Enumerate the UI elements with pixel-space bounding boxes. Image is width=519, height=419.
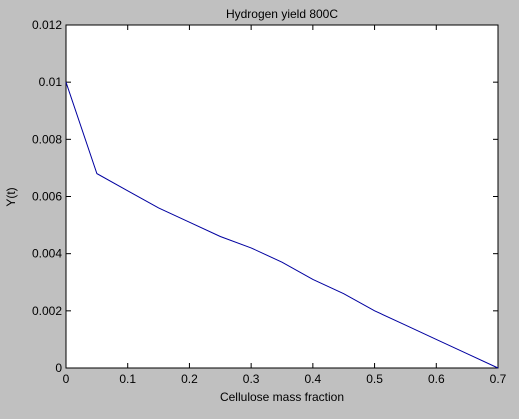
x-tick-label: 0.2: [181, 372, 198, 386]
x-axis-label: Cellulose mass fraction: [220, 390, 344, 404]
x-tick-label: 0: [63, 372, 70, 386]
y-tick-label: 0.01: [39, 75, 63, 89]
y-tick-label: 0.008: [32, 132, 62, 146]
plot-area: [66, 25, 498, 368]
x-tick-label: 0.1: [119, 372, 136, 386]
chart-title: Hydrogen yield 800C: [226, 7, 338, 21]
y-tick-label: 0.002: [32, 304, 62, 318]
x-tick-label: 0.6: [428, 372, 445, 386]
x-tick-label: 0.4: [305, 372, 322, 386]
x-tick-label: 0.3: [243, 372, 260, 386]
y-tick-label: 0.012: [32, 18, 62, 32]
y-tick-label: 0: [55, 361, 62, 375]
y-tick-label: 0.004: [32, 247, 62, 261]
x-tick-label: 0.5: [366, 372, 383, 386]
y-tick-label: 0.006: [32, 190, 62, 204]
x-tick-label: 0.7: [490, 372, 507, 386]
y-axis-label: Y(t): [4, 187, 18, 206]
